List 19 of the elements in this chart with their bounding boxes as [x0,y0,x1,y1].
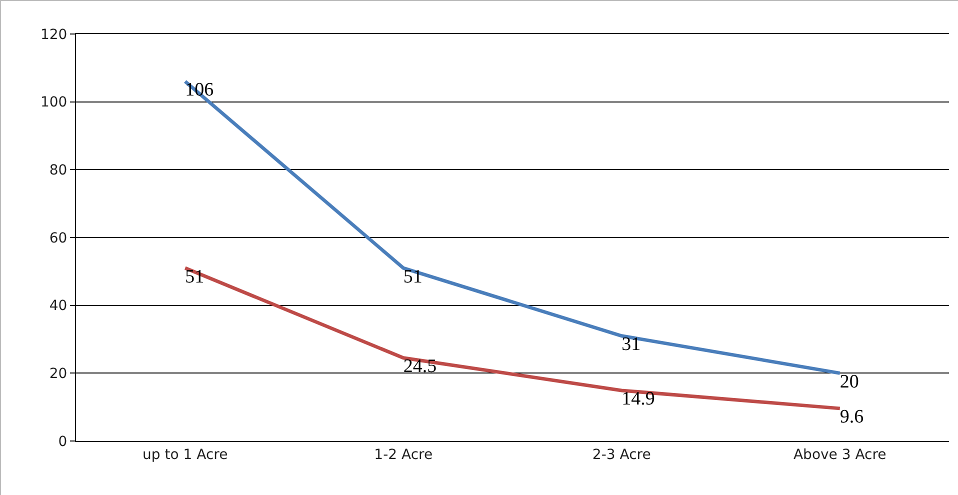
y-tick-label: 40 [49,298,68,314]
y-tick-label: 0 [58,434,68,450]
y-tick-label: 60 [49,230,68,246]
x-tick-label: up to 1 Acre [142,446,228,463]
data-label: 20 [840,371,859,392]
data-label: 51 [403,266,422,288]
line-series [183,266,842,410]
y-tick-label: 80 [49,162,68,179]
y-tick-label: 120 [40,26,68,43]
x-tick-label: 2-3 Acre [592,446,651,463]
data-label: 31 [622,334,641,356]
data-label: 24.5 [403,356,437,378]
y-tick-label: 20 [49,366,68,382]
data-label: 14.9 [622,388,655,410]
x-tick-label: Above 3 Acre [793,446,886,463]
data-label: 9.6 [840,406,864,428]
y-tick-label: 100 [40,94,68,111]
line-series [183,80,842,375]
x-tick-label: 1-2 Acre [374,446,433,463]
